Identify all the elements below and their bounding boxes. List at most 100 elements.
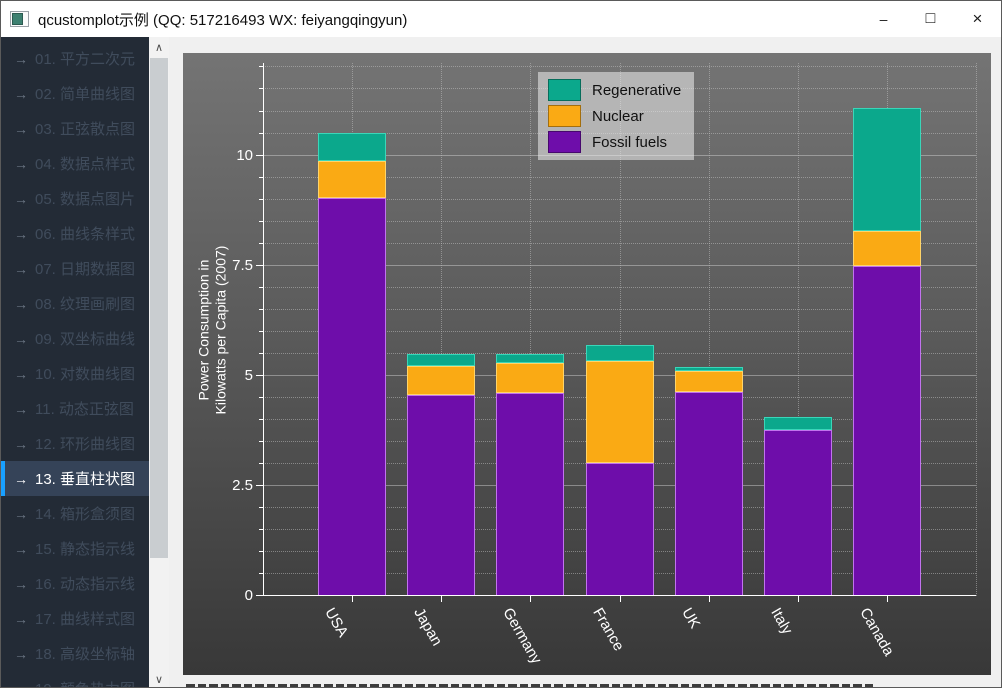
- x-axis-line: [263, 595, 976, 596]
- arrow-icon: →: [14, 681, 28, 688]
- sidebar-item-2[interactable]: → 02. 简单曲线图: [1, 76, 149, 111]
- vertical-gridline: [619, 63, 621, 596]
- arrow-icon: →: [14, 470, 28, 487]
- arrow-icon: →: [14, 400, 28, 417]
- sidebar-item-label: 17. 曲线样式图: [35, 611, 136, 628]
- sidebar: → 01. 平方二次元 → 02. 简单曲线图 → 03. 正弦散点图 → 04. 数据点样式…: [1, 37, 149, 688]
- chart-legend: Regenerative Nuclear Fossil fuels: [538, 72, 695, 160]
- sidebar-scrollbar[interactable]: ∧ ∨: [149, 37, 169, 687]
- legend-swatch: [548, 105, 581, 127]
- arrow-icon: →: [14, 155, 28, 172]
- sidebar-item-14[interactable]: → 14. 箱形盒须图: [1, 496, 149, 531]
- bar-segment-fossil-fuels: [407, 394, 476, 596]
- scroll-up-icon[interactable]: ∧: [149, 37, 169, 57]
- bar-segment-fossil-fuels: [496, 392, 565, 596]
- y-axis-title: Power Consumption in Kilowatts per Capit…: [183, 63, 241, 596]
- sidebar-item-18[interactable]: → 18. 高级坐标轴: [1, 636, 149, 671]
- vertical-gridline: [441, 63, 443, 596]
- bar-segment-nuclear: [852, 231, 921, 266]
- y-tick: [256, 595, 263, 596]
- y-subtick: [259, 198, 263, 200]
- sidebar-item-17[interactable]: → 17. 曲线样式图: [1, 601, 149, 636]
- legend-label: Nuclear: [592, 107, 644, 125]
- sidebar-item-11[interactable]: → 11. 动态正弦图: [1, 391, 149, 426]
- sidebar-item-4[interactable]: → 04. 数据点样式: [1, 146, 149, 181]
- sidebar-item-label: 16. 动态指示线: [35, 576, 136, 593]
- sidebar-item-16[interactable]: → 16. 动态指示线: [1, 566, 149, 601]
- sidebar-item-label: 08. 纹理画刷图: [35, 296, 136, 313]
- x-tick-label: Germany: [499, 605, 546, 667]
- arrow-icon: →: [14, 365, 28, 382]
- sidebar-item-9[interactable]: → 09. 双坐标曲线: [1, 321, 149, 356]
- x-tick: [797, 596, 799, 602]
- sidebar-item-3[interactable]: → 03. 正弦散点图: [1, 111, 149, 146]
- arrow-icon: →: [14, 505, 28, 522]
- vertical-gridline: [976, 63, 977, 596]
- legend-label: Fossil fuels: [592, 133, 668, 151]
- y-axis-title-line1: Power Consumption in: [195, 259, 211, 400]
- y-subtick: [259, 462, 263, 464]
- bar-segment-nuclear: [585, 360, 654, 463]
- sidebar-item-label: 12. 环形曲线图: [35, 436, 136, 453]
- arrow-icon: →: [14, 260, 28, 277]
- sidebar-item-label: 19. 颜色热力图: [35, 678, 135, 687]
- close-button[interactable]: ×: [972, 9, 983, 28]
- sidebar-item-6[interactable]: → 06. 曲线条样式: [1, 216, 149, 251]
- sidebar-item-19[interactable]: → 19. 颜色热力图: [1, 671, 149, 688]
- y-tick: [256, 264, 263, 266]
- sidebar-item-label: 06. 曲线条样式: [35, 226, 136, 243]
- sidebar-item-label: 03. 正弦散点图: [35, 121, 136, 138]
- arrow-icon: →: [14, 540, 28, 557]
- bar-segment-fossil-fuels: [852, 265, 921, 596]
- y-tick: [256, 374, 263, 376]
- y-subtick: [259, 330, 263, 332]
- sidebar-item-7[interactable]: → 07. 日期数据图: [1, 251, 149, 286]
- y-subtick: [259, 220, 263, 222]
- axis-rect: Regenerative Nuclear Fossil fuels 0 2.5 5 7.5…: [232, 63, 977, 667]
- bar-segment-nuclear: [407, 365, 476, 395]
- scroll-down-icon[interactable]: ∨: [149, 669, 169, 687]
- vertical-gridline: [530, 63, 532, 596]
- bar-segment-regenerative: [318, 133, 387, 162]
- arrow-icon: →: [14, 120, 28, 137]
- arrow-icon: →: [14, 610, 28, 627]
- y-subtick: [259, 352, 263, 354]
- legend-swatch: [548, 79, 581, 101]
- y-tick-label: 10: [236, 146, 253, 164]
- sidebar-item-label: 01. 平方二次元: [35, 51, 136, 68]
- y-subtick: [259, 242, 263, 244]
- sidebar-item-15[interactable]: → 15. 静态指示线: [1, 531, 149, 566]
- x-tick: [708, 596, 710, 602]
- y-tick-label: 2.5: [232, 476, 253, 494]
- sidebar-item-1[interactable]: → 01. 平方二次元: [1, 41, 149, 76]
- sidebar-item-8[interactable]: → 08. 纹理画刷图: [1, 286, 149, 321]
- legend-item: Nuclear: [548, 105, 681, 127]
- y-subtick: [259, 176, 263, 178]
- y-subtick: [259, 286, 263, 288]
- arrow-icon: →: [14, 50, 28, 67]
- arrow-icon: →: [14, 295, 28, 312]
- sidebar-item-12[interactable]: → 12. 环形曲线图: [1, 426, 149, 461]
- sidebar-item-label: 02. 简单曲线图: [35, 86, 136, 103]
- scrollbar-thumb[interactable]: [150, 58, 168, 558]
- window-controls: – □ ×: [860, 1, 1001, 37]
- y-tick-label: 5: [244, 366, 253, 384]
- arrow-icon: →: [14, 645, 28, 662]
- sidebar-item-13[interactable]: → 13. 垂直柱状图: [1, 461, 149, 496]
- minimize-button[interactable]: –: [879, 11, 888, 27]
- sidebar-item-label: 09. 双坐标曲线: [35, 331, 136, 348]
- bar-segment-regenerative: [852, 107, 921, 232]
- maximize-button[interactable]: □: [925, 10, 936, 27]
- x-tick: [886, 596, 888, 602]
- y-subtick: [259, 573, 263, 574]
- legend-label: Regenerative: [592, 81, 682, 99]
- sidebar-item-label: 18. 高级坐标轴: [35, 646, 136, 663]
- bar-segment-nuclear: [674, 371, 743, 393]
- sidebar-item-5[interactable]: → 05. 数据点图片: [1, 181, 149, 216]
- x-tick-label: Italy: [767, 605, 796, 638]
- bar-segment-regenerative: [585, 345, 654, 361]
- sidebar-item-10[interactable]: → 10. 对数曲线图: [1, 356, 149, 391]
- y-subtick: [259, 528, 263, 530]
- legend-item: Fossil fuels: [548, 131, 681, 153]
